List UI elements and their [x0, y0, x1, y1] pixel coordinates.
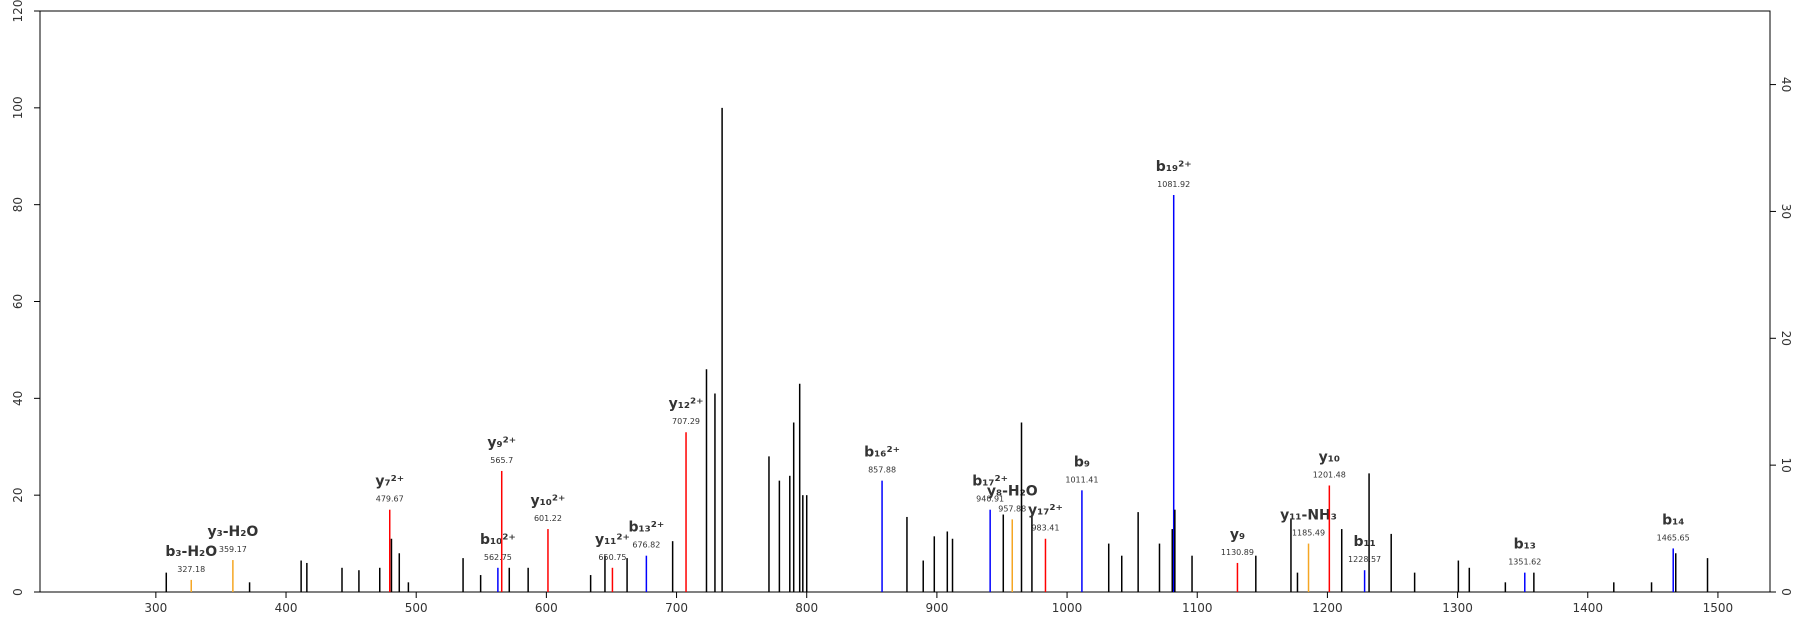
y2-tick-label: 30: [1779, 204, 1793, 219]
ion-label: y₁₂²⁺: [669, 396, 704, 412]
mz-label: 479.67: [376, 495, 404, 504]
ion-label: y₁₀: [1319, 449, 1340, 465]
y2-tick-label: 0: [1779, 588, 1793, 596]
mz-label: 1351.62: [1508, 558, 1541, 567]
x-tick-label: 900: [925, 601, 948, 615]
ion-label: y₇²⁺: [375, 474, 404, 490]
y-tick-label: 80: [11, 197, 25, 212]
mz-label: 1185.49: [1292, 529, 1325, 538]
x-tick-label: 1000: [1052, 601, 1083, 615]
mz-label: 601.22: [534, 514, 562, 523]
ion-label: b₉: [1074, 454, 1090, 470]
x-tick-label: 600: [535, 601, 558, 615]
mz-label: 707.29: [672, 417, 700, 426]
y-tick-label: 100: [11, 96, 25, 119]
mz-label: 650.75: [598, 553, 626, 562]
mz-label: 1228.57: [1348, 555, 1381, 564]
mz-label: 565.7: [490, 456, 513, 465]
mz-label: 562.75: [484, 553, 512, 562]
ion-label: b₁₀²⁺: [480, 532, 516, 548]
mz-label: 1011.41: [1065, 475, 1098, 484]
ion-label: y₈-H₂O: [987, 483, 1038, 499]
mz-label: 940.91: [976, 495, 1004, 504]
ion-label: b₁₃²⁺: [628, 520, 664, 536]
x-tick-label: 800: [795, 601, 818, 615]
ion-label: b₁₄: [1662, 512, 1684, 528]
ion-label: y₁₀²⁺: [531, 493, 566, 509]
x-tick-label: 1500: [1703, 601, 1734, 615]
x-tick-label: 500: [405, 601, 428, 615]
mz-label: 1130.89: [1221, 548, 1254, 557]
mz-label: 1465.65: [1657, 533, 1690, 542]
x-tick-label: 1300: [1442, 601, 1473, 615]
ion-label: b₁₆²⁺: [864, 445, 900, 461]
mz-label: 957.88: [998, 504, 1026, 513]
y-tick-label: 60: [11, 294, 25, 309]
x-tick-label: 400: [275, 601, 298, 615]
mz-label: 327.18: [177, 565, 205, 574]
mz-label: 676.82: [632, 541, 660, 550]
plot-frame: [39, 10, 1771, 593]
mz-label: 359.17: [219, 545, 247, 554]
y-tick-label: 0: [11, 588, 25, 596]
ion-label: b₁₁: [1353, 534, 1375, 550]
x-tick-label: 300: [144, 601, 167, 615]
ion-label: y₁₁²⁺: [595, 532, 630, 548]
x-tick-label: 1100: [1182, 601, 1213, 615]
mz-label: 1201.48: [1313, 470, 1346, 479]
ion-label: b₃-H₂O: [165, 544, 217, 560]
y2-tick-label: 40: [1779, 77, 1793, 92]
mz-label: 857.88: [868, 466, 896, 475]
y-tick-label: 20: [11, 488, 25, 503]
ion-label: y₉: [1230, 527, 1245, 543]
x-tick-label: 1400: [1572, 601, 1603, 615]
mz-label: 1081.92: [1157, 180, 1190, 189]
ion-label: y₁₁-NH₃: [1280, 508, 1337, 524]
x-tick-label: 700: [665, 601, 688, 615]
y-tick-label: 40: [11, 391, 25, 406]
mz-label: 983.41: [1031, 524, 1059, 533]
ion-label: b₁₇²⁺: [972, 474, 1008, 490]
x-tick-label: 1200: [1312, 601, 1343, 615]
ion-label: y₉²⁺: [487, 435, 516, 451]
y2-tick-label: 20: [1779, 331, 1793, 346]
y2-tick-label: 10: [1779, 458, 1793, 473]
ion-label: b₁₃: [1514, 537, 1536, 553]
ion-label: y₁₇²⁺: [1028, 503, 1063, 519]
y-tick-label: 120: [11, 0, 25, 22]
ion-label: y₃-H₂O: [207, 524, 258, 540]
ion-label: b₁₉²⁺: [1156, 159, 1192, 175]
